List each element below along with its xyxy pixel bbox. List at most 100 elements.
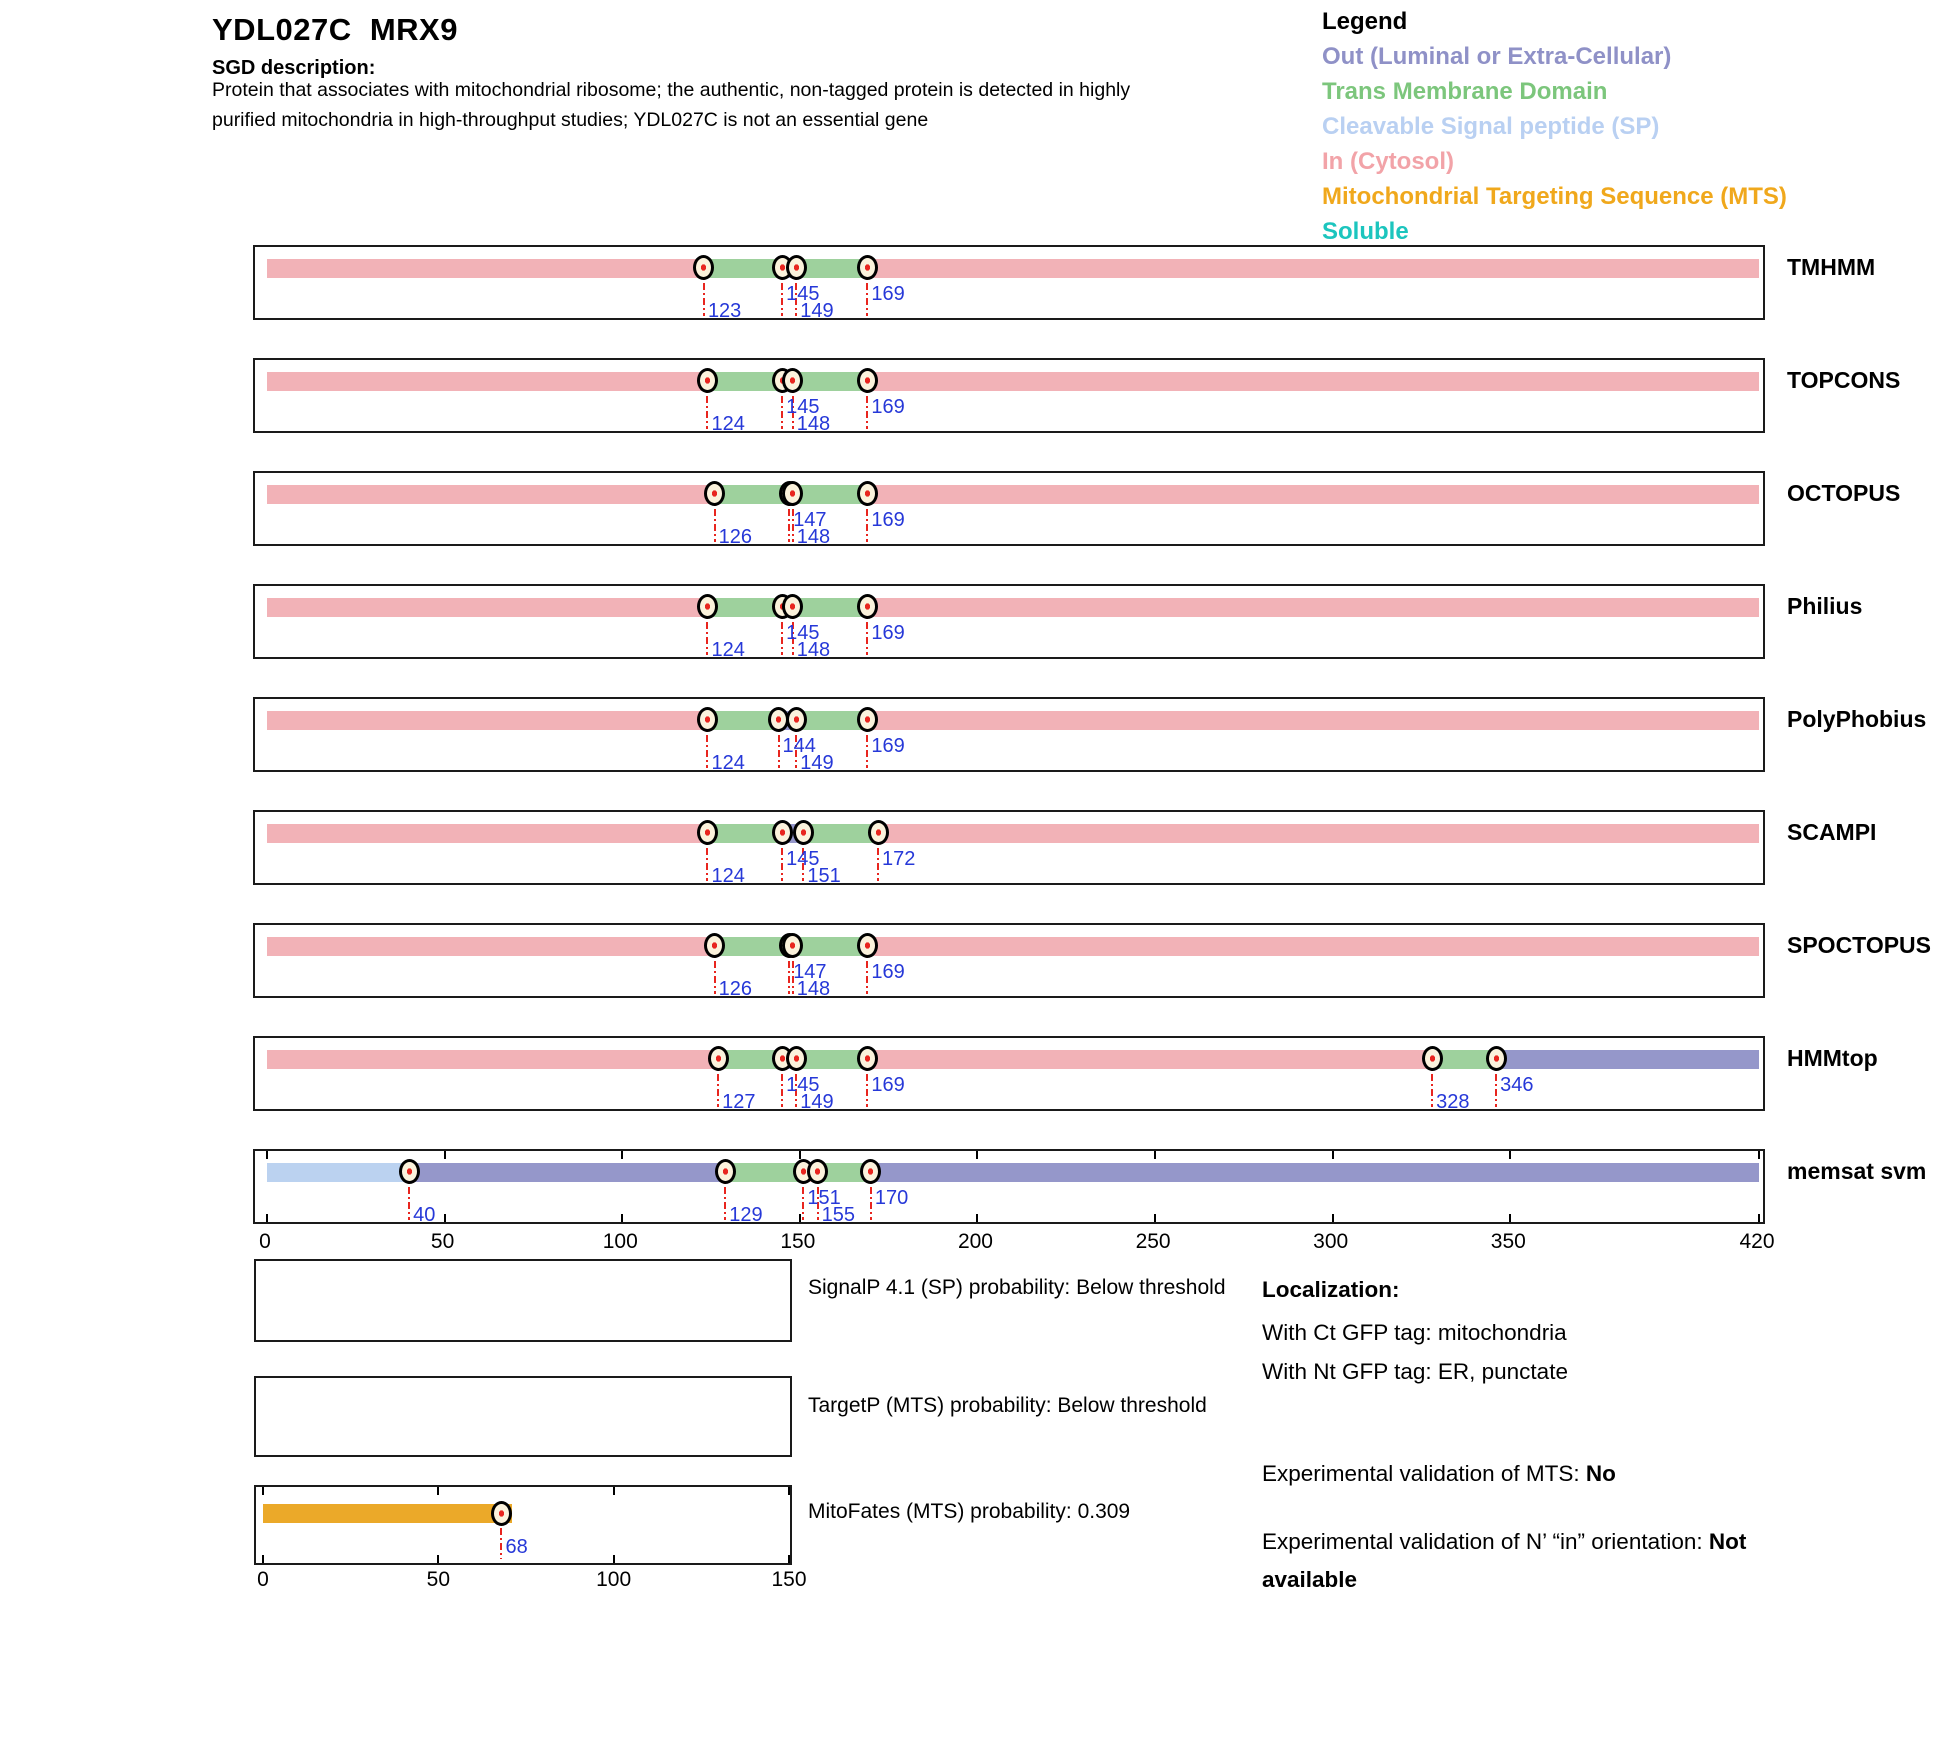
box-tick-top — [1154, 1151, 1157, 1159]
legend-title: Legend — [1322, 8, 1408, 35]
boundary-line — [781, 381, 784, 429]
boundary-line — [713, 946, 716, 994]
segment-tm — [796, 1050, 868, 1069]
segment-out — [409, 1163, 726, 1182]
box-tick-top — [788, 1487, 790, 1495]
boundary-marker — [1485, 1046, 1507, 1071]
boundary-line — [781, 833, 784, 881]
box-tick-bottom — [266, 1214, 268, 1222]
box-tick-bottom — [621, 1214, 624, 1222]
segment-tm — [714, 485, 790, 504]
mts-validation-value: No — [1585, 1461, 1616, 1486]
boundary-line — [777, 720, 780, 768]
boundary-position-label: 145 — [786, 622, 820, 644]
boundary-line — [866, 720, 869, 768]
boundary-marker — [704, 933, 726, 958]
track-box-memsat-svm: 40 129 151 155 170 — [253, 1149, 1765, 1226]
track-name-octopus: OCTOPUS — [1787, 480, 1901, 506]
boundary-line — [702, 268, 705, 316]
boundary-position-label: 126 — [718, 526, 752, 548]
segment-sp — [267, 1163, 410, 1182]
track-name-philius: Philius — [1787, 593, 1863, 619]
track-name-polyphobius: PolyPhobius — [1787, 706, 1927, 732]
boundary-line — [866, 494, 869, 542]
segment-in — [267, 711, 708, 730]
boundary-marker — [398, 1159, 420, 1184]
track-name-memsat-svm: memsat svm — [1787, 1158, 1927, 1184]
panel-box-targetp — [254, 1376, 792, 1457]
boundary-line — [1495, 1059, 1498, 1107]
boundary-position-label: 169 — [871, 283, 905, 305]
axis-tick-label: 350 — [1490, 1230, 1526, 1253]
boundary-position-label: 155 — [821, 1204, 855, 1226]
boundary-position-label: 149 — [800, 1091, 834, 1113]
boundary-marker — [860, 1159, 882, 1184]
boundary-line — [795, 268, 798, 316]
boundary-line — [706, 720, 709, 768]
boundary-line — [866, 946, 869, 994]
boundary-line — [706, 833, 709, 881]
boundary-marker — [782, 368, 804, 393]
boundary-marker — [771, 820, 793, 845]
legend-item-sp: Cleavable Signal peptide (SP) — [1322, 113, 1660, 140]
axis-tick-label: 150 — [780, 1230, 816, 1253]
boundary-marker — [490, 1501, 512, 1526]
boundary-line — [791, 946, 794, 994]
box-tick-top — [437, 1487, 440, 1495]
segment-in — [267, 372, 708, 391]
segment-in — [867, 598, 1759, 617]
boundary-position-label: 40 — [413, 1204, 436, 1226]
segment-tm — [707, 711, 779, 730]
segment-tm — [725, 1163, 804, 1182]
boundary-line — [795, 720, 798, 768]
segment-in — [867, 937, 1759, 956]
boundary-position-label: 172 — [882, 848, 916, 870]
segment-tm — [817, 1163, 871, 1182]
sgd-description-line-1: Protein that associates with mitochondri… — [212, 79, 1131, 101]
boundary-line — [877, 833, 879, 881]
legend-item-soluble: Soluble — [1322, 218, 1409, 245]
axis-tick-label: 300 — [1313, 1230, 1349, 1253]
boundary-marker — [704, 481, 726, 506]
boundary-position-label: 127 — [722, 1091, 756, 1113]
segment-tm — [703, 259, 783, 278]
box-tick-bottom — [437, 1555, 440, 1563]
segment-in — [267, 1050, 719, 1069]
boundary-position-label: 144 — [782, 735, 816, 757]
boundary-position-label: 145 — [786, 1074, 820, 1096]
boundary-position-label: 169 — [871, 396, 905, 418]
boundary-marker — [856, 255, 878, 280]
axis-tick-label: 420 — [1739, 1230, 1775, 1253]
panel-axis-tick-label: 150 — [771, 1568, 807, 1591]
track-box-polyphobius: 124 144 149 169 — [253, 697, 1765, 774]
segment-in — [267, 485, 715, 504]
legend-item-in: In (Cytosol) — [1322, 148, 1454, 175]
boundary-marker — [1421, 1046, 1443, 1071]
boundary-line — [717, 1059, 720, 1107]
track-name-hmmtop: HMMtop — [1787, 1045, 1878, 1071]
boundary-line — [713, 494, 716, 542]
box-tick-bottom — [798, 1214, 801, 1222]
boundary-line — [791, 607, 794, 655]
boundary-position-label: 169 — [871, 961, 905, 983]
boundary-line — [788, 946, 791, 994]
boundary-position-label: 129 — [729, 1204, 763, 1226]
axis-tick-label: 50 — [430, 1230, 455, 1253]
boundary-line — [866, 268, 869, 316]
box-tick-bottom — [1331, 1214, 1334, 1222]
boundary-position-label: 68 — [505, 1536, 528, 1558]
segment-tm — [707, 598, 783, 617]
boundary-position-label: 170 — [874, 1187, 909, 1209]
box-tick-bottom — [262, 1555, 264, 1563]
segment-tm — [718, 1050, 783, 1069]
boundary-position-label: 169 — [871, 735, 905, 757]
segment-out — [1496, 1050, 1759, 1069]
box-tick-top — [266, 1151, 268, 1159]
boundary-line — [866, 381, 869, 429]
sgd-description-line-2: purified mitochondria in high-throughput… — [212, 109, 929, 131]
segment-in — [867, 711, 1759, 730]
segment-tm — [707, 824, 783, 843]
segment-tm — [792, 937, 868, 956]
boundary-position-label: 328 — [1436, 1091, 1470, 1113]
track-box-topcons: 124 145 148 169 — [253, 358, 1765, 435]
